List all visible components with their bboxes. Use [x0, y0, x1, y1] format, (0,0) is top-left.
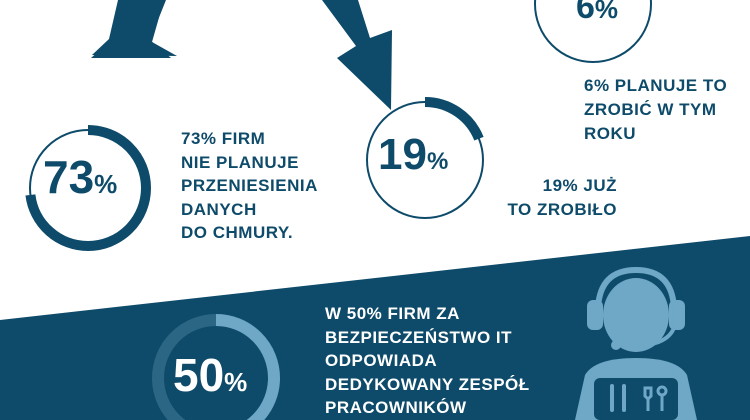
stat-6-number: 6%	[576, 0, 619, 26]
stat-6-caption: 6% PLANUJE TO ZROBIĆ W TYM ROKU	[584, 76, 728, 143]
stat-73-number: 73%	[43, 151, 118, 203]
stat-19-caption: 19% JUŻ TO ZROBIŁO	[507, 176, 617, 219]
ring-progress-50	[152, 314, 280, 420]
ring-progress-73	[25, 125, 151, 251]
ring-progress-19	[362, 97, 488, 223]
stat-50-caption: W 50% FIRM ZA BEZPIECZEŃSTWO IT ODPOWIAD…	[325, 304, 530, 417]
arrow-down-left-icon	[91, 0, 177, 58]
arrow-down-right-icon	[322, 0, 392, 110]
stat-19-number: 19%	[378, 130, 449, 179]
stat-73-caption: 73% FIRM NIE PLANUJE PRZENIESIENIA DANYC…	[181, 129, 318, 242]
ring-track-6	[534, 0, 652, 63]
dark-band	[0, 236, 750, 420]
support-agent-icon	[575, 266, 697, 420]
stat-50-number: 50%	[173, 349, 248, 401]
